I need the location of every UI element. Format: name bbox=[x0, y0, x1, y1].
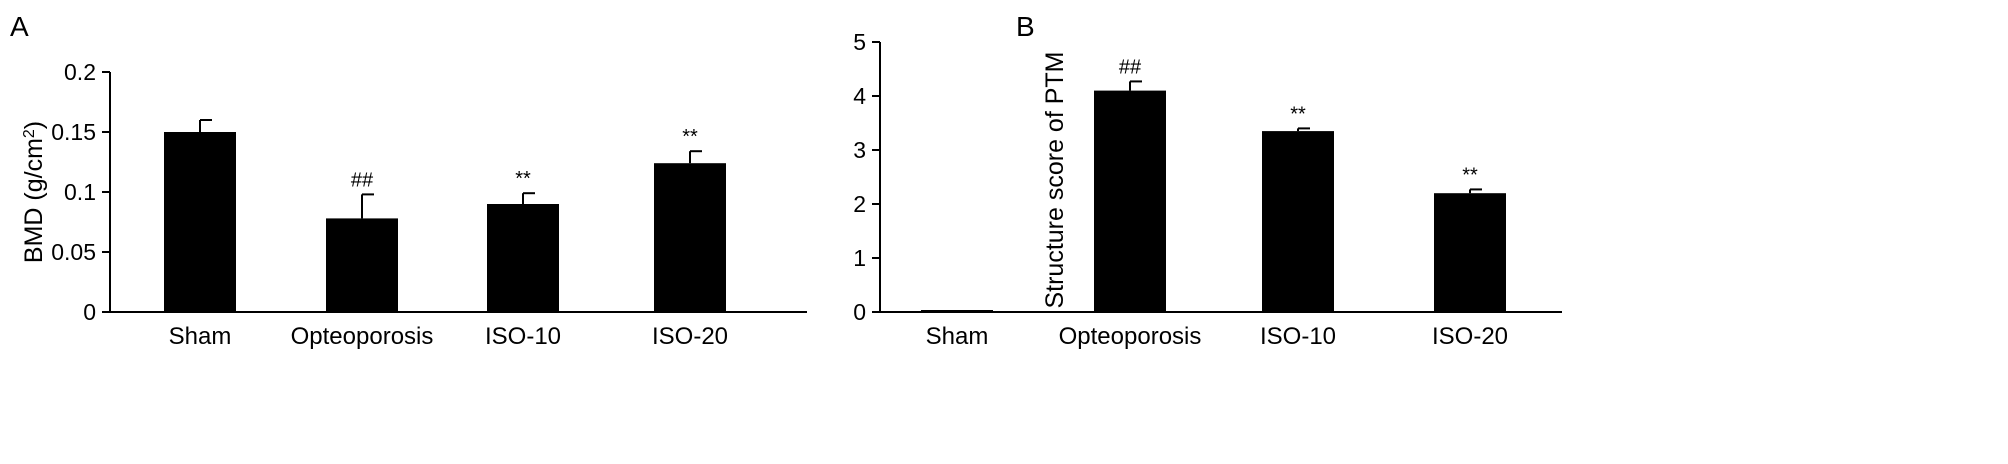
bar bbox=[921, 310, 993, 312]
significance-label: ** bbox=[1462, 164, 1478, 186]
y-tick-label: 0 bbox=[83, 299, 96, 325]
x-tick-label: Opteoporosis bbox=[1059, 323, 1202, 350]
axes: 0 1 2 3 4 5 Sham Opteoporosis ISO-10 ISO-20 bbox=[853, 29, 1562, 350]
bar bbox=[487, 204, 559, 312]
significance-label: ## bbox=[1119, 56, 1142, 78]
y-axis-label-main: BMD (g/cm bbox=[20, 138, 48, 263]
y-tick-label: 2 bbox=[853, 191, 866, 217]
significance-label: ** bbox=[515, 168, 531, 190]
y-axis-label-end: ) bbox=[20, 121, 48, 129]
bar bbox=[654, 163, 726, 312]
y-axis-label: BMD (g/cm2) bbox=[20, 121, 48, 263]
x-tick-label: Sham bbox=[926, 323, 989, 350]
y-tick-label: 0.05 bbox=[51, 239, 96, 265]
bar bbox=[1434, 193, 1506, 312]
bar bbox=[164, 132, 236, 312]
x-tick-label: ISO-10 bbox=[1260, 323, 1336, 350]
axes: 0 0.05 0.1 0.15 0.2 Sham Opteoporosis ISO-10 ISO… bbox=[51, 59, 807, 350]
x-tick-label: Sham bbox=[169, 323, 232, 350]
y-tick-label: 1 bbox=[853, 245, 866, 271]
bars: ## ** ** bbox=[921, 56, 1506, 312]
y-tick-label: 4 bbox=[853, 83, 866, 109]
bar bbox=[1094, 90, 1166, 312]
panel-label: A bbox=[10, 11, 29, 42]
x-tick-label: ISO-20 bbox=[652, 323, 728, 350]
y-tick-label: 5 bbox=[853, 29, 866, 55]
y-axis-label-sup: 2 bbox=[21, 129, 38, 138]
significance-label: ** bbox=[682, 126, 698, 148]
x-tick-label: ISO-20 bbox=[1432, 323, 1508, 350]
y-tick-label: 0 bbox=[853, 299, 866, 325]
bar bbox=[326, 218, 398, 312]
y-tick-label: 0.2 bbox=[64, 59, 96, 85]
y-tick-label: 0.15 bbox=[51, 119, 96, 145]
significance-label: ** bbox=[1290, 103, 1306, 125]
bar bbox=[1262, 131, 1334, 312]
bars: ## ** ** bbox=[164, 119, 726, 312]
y-tick-label: 3 bbox=[853, 137, 866, 163]
x-tick-label: ISO-10 bbox=[485, 323, 561, 350]
chart-panel-a: A 0 0.05 0.1 0.15 0.2 Sham Opteoporosis ISO-10 I… bbox=[10, 11, 807, 350]
significance-label: ## bbox=[351, 169, 374, 191]
y-axis-label: Structure score of PTM bbox=[1041, 51, 1069, 308]
y-tick-label: 0.1 bbox=[64, 179, 96, 205]
x-tick-label: Opteoporosis bbox=[291, 323, 434, 350]
panel-label: B bbox=[1016, 11, 1035, 42]
chart-panel-b: B 0 1 2 3 4 5 Sham Opteoporosis ISO-10 ISO-20 ## *… bbox=[853, 11, 1562, 350]
